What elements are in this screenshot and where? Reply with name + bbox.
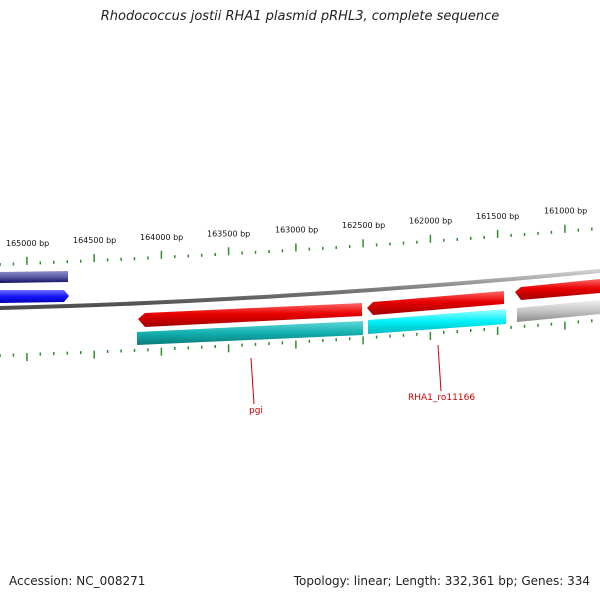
forward-gene-pgi[interactable] (138, 303, 362, 327)
forward-gene-right[interactable] (515, 279, 600, 300)
scale-label: 164000 bp (140, 233, 183, 242)
scale-label: 162500 bp (342, 221, 385, 230)
scale-label: 165000 bp (6, 239, 49, 248)
scale-label: 163500 bp (207, 229, 250, 238)
outer-scale-ticks (0, 224, 593, 266)
gene-label-pgi[interactable]: pgi (249, 406, 263, 416)
reverse-gene-cyan[interactable] (368, 309, 506, 334)
inner-scale-ticks (0, 319, 593, 362)
blue-gene[interactable] (0, 290, 69, 303)
ro11166-leader-line (437, 344, 442, 392)
scale-label: 161500 bp (476, 212, 519, 221)
sequence-backbone (0, 269, 600, 310)
accession-text: Accession: NC_008271 (9, 574, 146, 588)
reverse-gene-teal[interactable] (137, 321, 363, 345)
scale-label: 162000 bp (409, 217, 452, 226)
scale-label: 161000 bp (544, 207, 587, 216)
gene-label-ro11166[interactable]: RHA1_ro11166 (408, 393, 475, 403)
pgi-leader-line (250, 357, 255, 405)
scale-label: 164500 bp (73, 236, 116, 245)
scale-labels: 165000 bp 164500 bp 164000 bp 163500 bp 1630… (6, 207, 587, 248)
gray-gene[interactable] (517, 300, 600, 322)
scale-label: 163000 bp (275, 225, 318, 234)
summary-text: Topology: linear; Length: 332,361 bp; Ge… (293, 574, 590, 588)
navy-gene[interactable] (0, 271, 68, 283)
forward-gene-ro11166[interactable] (367, 291, 504, 315)
map-title: Rhodococcus jostii RHA1 plasmid pRHL3, c… (100, 9, 500, 24)
